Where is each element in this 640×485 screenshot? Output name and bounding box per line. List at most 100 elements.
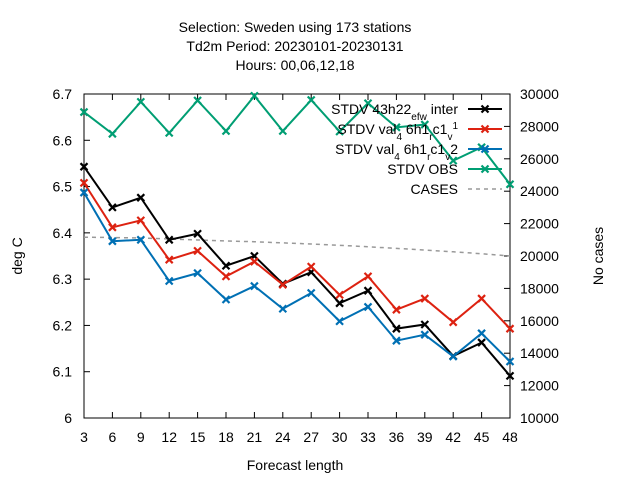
legend-entry: CASES — [411, 181, 502, 197]
y2-tick-label: 30000 — [520, 86, 559, 102]
data-point — [505, 357, 515, 366]
data-point — [136, 193, 146, 202]
marker-stroke — [193, 96, 202, 105]
series-line — [83, 94, 511, 185]
data-point — [221, 261, 231, 270]
data-point — [164, 128, 174, 138]
marker-stroke — [420, 120, 430, 129]
marker-stroke — [335, 316, 344, 326]
data-point — [193, 246, 202, 256]
data-point — [250, 281, 259, 291]
data-point — [278, 304, 288, 314]
marker-stroke — [79, 178, 89, 188]
y2-tick-label: 14000 — [520, 345, 559, 361]
data-point — [505, 179, 515, 189]
marker-stroke — [250, 91, 259, 101]
legend-sample-marker — [480, 144, 490, 154]
y-tick-label: 6.7 — [53, 86, 73, 102]
marker-stroke — [193, 268, 202, 278]
series-3 — [79, 91, 515, 189]
data-point — [392, 123, 401, 132]
marker-stroke — [108, 223, 117, 232]
marker-stroke — [335, 290, 344, 300]
y2-tick-label: 10000 — [520, 410, 559, 426]
legend-label: CASES — [411, 181, 458, 197]
marker-stroke — [420, 320, 430, 329]
data-point — [477, 329, 486, 338]
data-point — [164, 255, 174, 264]
marker-stroke — [136, 97, 146, 107]
y2-tick-label: 22000 — [520, 216, 559, 232]
data-point — [108, 129, 117, 139]
marker-stroke — [278, 126, 288, 136]
data-point — [250, 91, 259, 101]
data-point — [250, 257, 259, 266]
marker-stroke — [136, 235, 146, 245]
marker-stroke — [335, 298, 344, 308]
marker-stroke — [505, 357, 515, 366]
marker-stroke — [193, 229, 202, 239]
x-tick-label: 21 — [247, 429, 263, 445]
marker-stroke — [392, 123, 401, 132]
marker-stroke — [477, 294, 486, 303]
data-point — [79, 162, 89, 171]
data-point — [193, 268, 202, 278]
data-point — [306, 288, 316, 298]
marker-stroke — [221, 295, 231, 304]
legend-label: STDV val4 6h1rc1v2 — [335, 141, 458, 163]
marker-stroke — [363, 272, 373, 281]
y2-tick-label: 16000 — [520, 313, 559, 329]
data-point — [221, 126, 231, 136]
marker-stroke — [420, 330, 430, 339]
data-point — [278, 280, 288, 289]
x-tick-label: 33 — [360, 429, 376, 445]
legend-entry: STDV 43h22efw inter — [331, 101, 502, 123]
data-point — [108, 203, 117, 212]
marker-stroke — [448, 352, 458, 361]
marker-stroke — [108, 129, 117, 139]
marker-stroke — [392, 336, 401, 345]
x-tick-label: 39 — [417, 429, 433, 445]
x-tick-label: 42 — [445, 429, 461, 445]
data-point — [79, 107, 89, 117]
data-point — [335, 127, 344, 136]
series-line — [83, 192, 511, 363]
legend-label: STDV val4 6h1rc1v1 — [337, 121, 458, 143]
marker-stroke — [363, 286, 373, 295]
x-tick-label: 30 — [332, 429, 348, 445]
marker-stroke — [221, 261, 231, 270]
x-tick-label: 6 — [109, 429, 117, 445]
chart-title-line-1: Selection: Sweden using 173 stations — [179, 19, 412, 35]
marker-stroke — [505, 179, 515, 189]
chart-title-line-3: Hours: 00,06,12,18 — [235, 57, 354, 73]
series-line — [83, 166, 511, 377]
marker-stroke — [164, 255, 174, 264]
x-tick-label: 9 — [137, 429, 145, 445]
marker-stroke — [448, 156, 458, 165]
chart-title-line-2: Td2m Period: 20230101-20230131 — [186, 38, 403, 54]
data-point — [420, 330, 430, 339]
marker-stroke — [392, 305, 401, 314]
legend-sample-marker — [480, 124, 490, 134]
x-tick-label: 45 — [474, 429, 490, 445]
data-point — [448, 317, 458, 327]
y2-tick-label: 24000 — [520, 183, 559, 199]
data-point — [193, 229, 202, 239]
legend-sample-marker — [480, 104, 490, 114]
y2-tick-label: 28000 — [520, 118, 559, 134]
marker-stroke — [480, 144, 490, 154]
data-point — [363, 272, 373, 281]
y-axis-label: deg C — [9, 237, 25, 274]
x-tick-label: 3 — [80, 429, 88, 445]
data-point — [420, 294, 430, 303]
y-tick-label: 6.3 — [53, 271, 73, 287]
data-point — [448, 352, 458, 361]
y2-tick-label: 18000 — [520, 280, 559, 296]
data-point — [108, 236, 117, 246]
marker-stroke — [278, 280, 288, 289]
y2-axis-label: No cases — [590, 227, 606, 285]
x-tick-label: 36 — [389, 429, 405, 445]
